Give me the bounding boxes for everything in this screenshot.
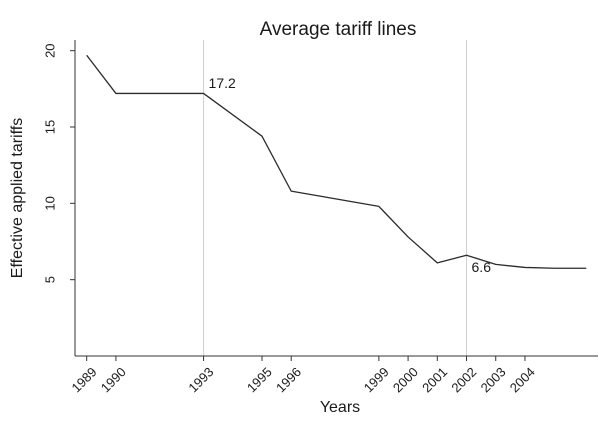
y-axis-label: Effective applied tariffs	[9, 118, 26, 278]
x-tick-label: 2003	[478, 364, 509, 395]
x-tick-label: 1996	[273, 364, 304, 395]
x-axis-label: Years	[320, 399, 360, 416]
reference-lines	[203, 40, 468, 356]
x-tick-label: 1989	[69, 364, 100, 395]
x-tick-label: 1990	[98, 364, 129, 395]
x-tick-label: 2001	[419, 364, 450, 395]
x-tick-label: 2004	[507, 364, 538, 395]
series-layer	[86, 54, 587, 269]
x-tick-label: 2000	[390, 364, 421, 395]
x-tick-label: 1993	[185, 364, 216, 395]
x-tick-label: 1995	[244, 364, 275, 395]
annotation-label: 17.2	[209, 75, 236, 91]
annotations: 17.2 6.6	[209, 75, 492, 275]
annotation-label: 6.6	[472, 259, 492, 275]
chart-title: Average tariff lines	[260, 19, 417, 40]
series-line-0	[86, 54, 587, 269]
y-tick-label: 15	[42, 120, 57, 134]
y-tick-label: 20	[42, 43, 57, 57]
y-tick-label: 5	[42, 276, 57, 283]
y-ticks: 5 10 15 20	[42, 43, 75, 283]
axes	[74, 40, 598, 357]
x-tick-label: 2002	[448, 364, 479, 395]
x-tick-label: 1999	[361, 364, 392, 395]
y-tick-label: 10	[42, 196, 57, 210]
